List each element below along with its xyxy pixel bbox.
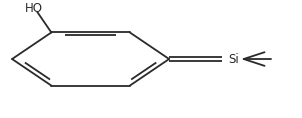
Text: HO: HO [25, 2, 43, 15]
Text: Si: Si [229, 53, 239, 65]
